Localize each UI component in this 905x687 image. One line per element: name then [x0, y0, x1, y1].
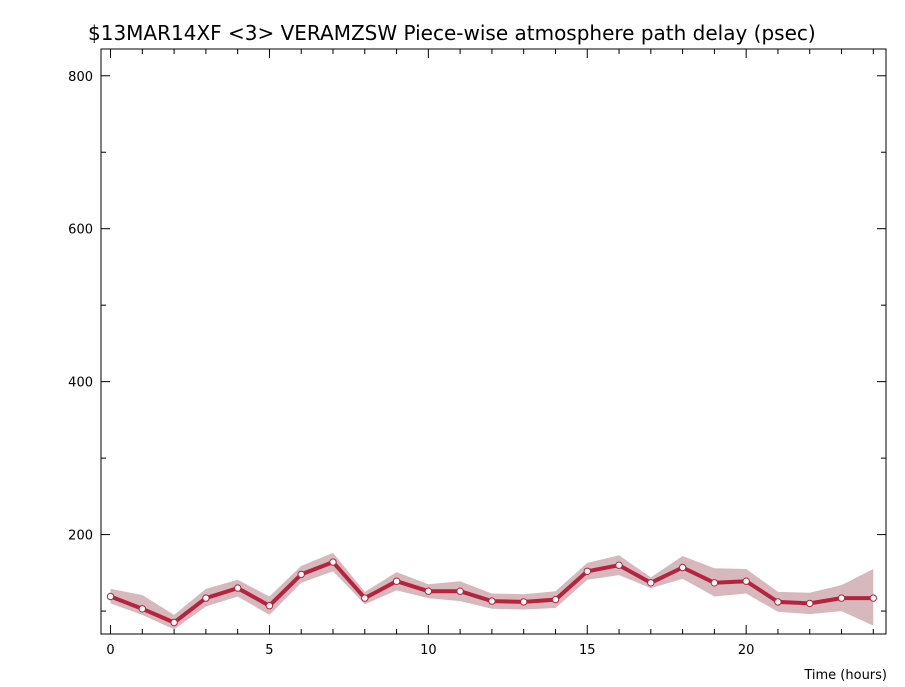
data-point — [265, 602, 274, 610]
data-point — [202, 594, 210, 602]
chart-title: $13MAR14XF <3> VERAMZSW Piece-wise atmos… — [88, 21, 816, 45]
data-point — [869, 594, 877, 602]
x-tick-label: 20 — [738, 643, 755, 658]
x-tick-label: 0 — [106, 643, 114, 658]
data-point-layer — [106, 558, 877, 627]
data-point — [647, 579, 655, 587]
y-tick-label: 800 — [68, 70, 93, 85]
data-point — [170, 618, 178, 627]
data-point — [678, 563, 687, 572]
data-point — [424, 587, 432, 595]
y-tick-label: 600 — [68, 223, 93, 238]
data-point — [361, 594, 369, 602]
y-tick-label: 400 — [68, 376, 93, 391]
x-axis-label: Time (hours) — [803, 668, 887, 683]
axis-tick-layer: 0 5 10 15 20 200 400 600 800 — [68, 49, 886, 658]
data-point — [615, 561, 623, 569]
data-point — [329, 558, 337, 566]
data-point — [234, 584, 242, 592]
data-point — [837, 594, 846, 602]
x-tick-label: 5 — [265, 643, 273, 658]
data-point — [297, 570, 305, 579]
data-point — [488, 597, 496, 605]
data-point — [392, 577, 401, 585]
data-point — [742, 577, 750, 585]
x-tick-label: 10 — [420, 643, 437, 658]
data-point — [138, 605, 147, 613]
data-point — [551, 595, 560, 604]
data-point — [456, 587, 464, 595]
data-point — [106, 592, 115, 601]
x-tick-label: 15 — [579, 643, 596, 658]
data-point — [583, 567, 591, 575]
y-tick-label: 200 — [68, 529, 93, 544]
data-point — [710, 579, 719, 587]
plot-frame — [100, 48, 887, 635]
data-point — [774, 598, 782, 606]
data-point — [520, 598, 528, 606]
data-point — [806, 599, 814, 608]
